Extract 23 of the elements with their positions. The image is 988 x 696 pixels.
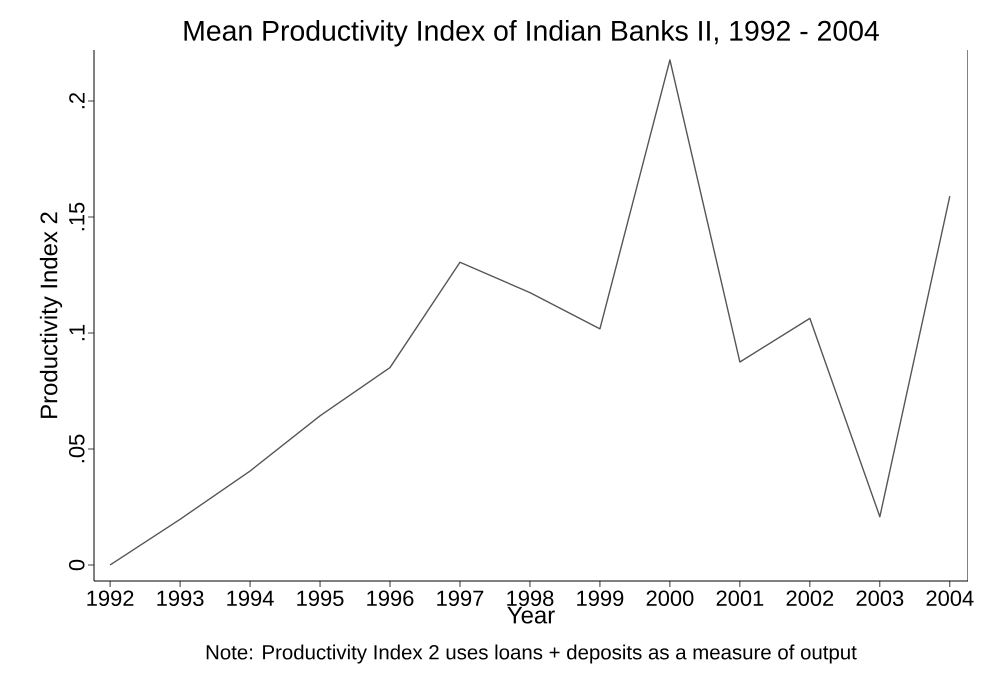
y-tick-label: 0 [68, 560, 85, 570]
x-tick-label: 2000 [646, 590, 694, 606]
x-tick-label: 2001 [716, 590, 764, 606]
line-series [109, 59, 951, 566]
x-tick-label: 1998 [507, 590, 554, 606]
y-axis-title: Productivity Index 2 [40, 212, 62, 418]
x-tick-label: 2004 [926, 590, 974, 606]
y-tick-label: .1 [69, 324, 85, 340]
chart-title: Mean Productivity Index of Indian Banks II, 1992 - 2004 [184, 20, 879, 46]
x-tick-label: 1995 [297, 590, 344, 606]
x-tick-label: 2002 [786, 590, 834, 606]
y-tick-label: .15 [69, 202, 85, 230]
x-tick-label: 1993 [157, 590, 204, 606]
y-tick-label: .05 [68, 434, 85, 462]
x-tick-label: 2003 [856, 590, 904, 606]
y-tick-label: .2 [69, 92, 85, 108]
x-axis-title: Year [507, 606, 555, 624]
x-tick-label: 1999 [577, 590, 624, 606]
x-tick-label: 1992 [87, 590, 134, 606]
x-tick-label: 1996 [367, 590, 414, 606]
x-tick-label: 1994 [227, 590, 274, 606]
text: Note: Productivity Index 2 uses loans + deposits as a measure of output [206, 644, 857, 664]
x-tick-label: 1997 [437, 590, 484, 606]
